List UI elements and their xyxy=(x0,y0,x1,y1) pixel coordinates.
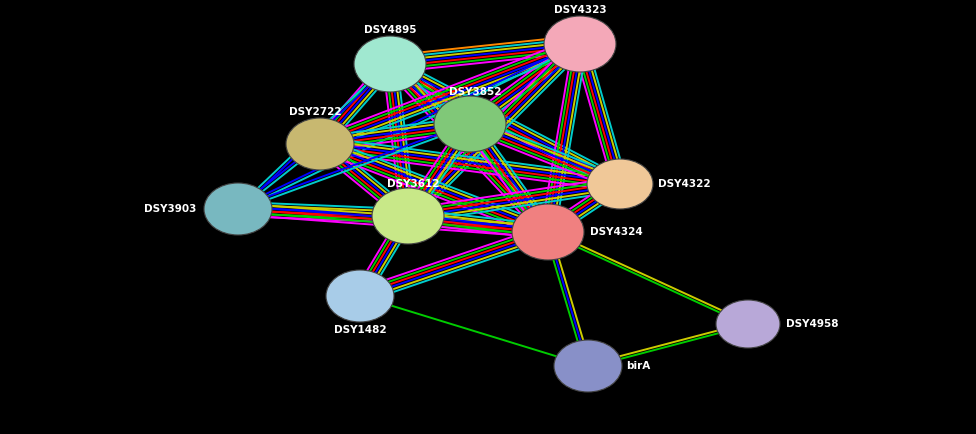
Text: DSY2722: DSY2722 xyxy=(289,107,342,117)
Ellipse shape xyxy=(544,16,616,72)
Ellipse shape xyxy=(326,270,394,322)
Ellipse shape xyxy=(354,36,426,92)
Ellipse shape xyxy=(716,300,780,348)
Text: DSY4895: DSY4895 xyxy=(364,25,416,35)
Text: DSY1482: DSY1482 xyxy=(334,325,386,335)
Text: DSY3852: DSY3852 xyxy=(449,87,502,97)
Ellipse shape xyxy=(434,96,506,152)
Ellipse shape xyxy=(372,188,444,244)
Text: DSY3903: DSY3903 xyxy=(143,204,196,214)
Text: birA: birA xyxy=(626,361,650,371)
Ellipse shape xyxy=(587,159,653,209)
Ellipse shape xyxy=(512,204,584,260)
Text: DSY4324: DSY4324 xyxy=(590,227,643,237)
Ellipse shape xyxy=(286,118,354,170)
Ellipse shape xyxy=(204,183,272,235)
Text: DSY4958: DSY4958 xyxy=(786,319,838,329)
Text: DSY3612: DSY3612 xyxy=(386,179,439,189)
Text: DSY4322: DSY4322 xyxy=(658,179,711,189)
Ellipse shape xyxy=(554,340,622,392)
Text: DSY4323: DSY4323 xyxy=(553,5,606,15)
